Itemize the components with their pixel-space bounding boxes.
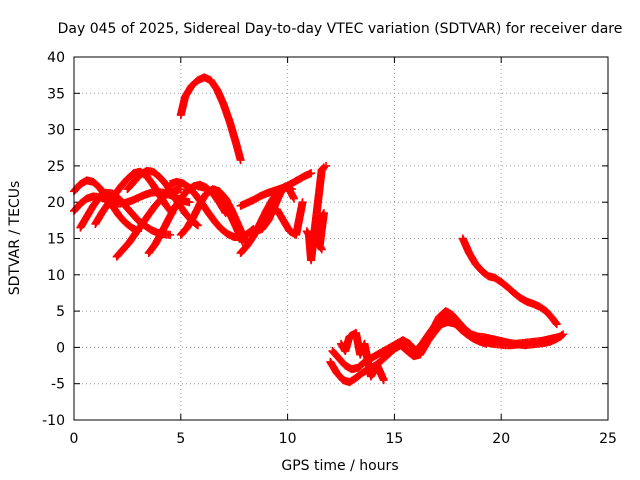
y-tick-label: 0 — [56, 340, 65, 356]
series-frag-3 — [337, 328, 388, 385]
data-point — [551, 319, 560, 328]
data-points — [70, 73, 568, 387]
plot-frame — [73, 56, 609, 421]
series-arc-n — [272, 198, 307, 239]
series-arc-f — [112, 185, 185, 261]
data-point — [290, 194, 299, 203]
data-point — [379, 376, 388, 385]
data-point — [317, 245, 326, 254]
data-point — [185, 198, 194, 207]
data-point — [192, 220, 201, 229]
data-point — [193, 221, 202, 230]
y-axis-label: SDTVAR / TECUs — [7, 181, 23, 296]
x-tick-label: 0 — [70, 431, 79, 447]
tick-labels: 0 5 10 15 20 25 -10 -5 0 5 10 15 20 25 30 35 40 — [42, 50, 617, 447]
data-point — [166, 230, 175, 239]
series-arc-m — [251, 182, 299, 236]
y-tick-label: -5 — [51, 377, 65, 393]
series-arc-r — [411, 317, 568, 356]
x-tick-label: 15 — [385, 431, 403, 447]
y-tick-label: 15 — [47, 232, 65, 248]
data-point — [557, 331, 566, 340]
x-tick-label: 20 — [492, 431, 510, 447]
data-point — [307, 169, 316, 178]
y-tick-label: 5 — [56, 304, 65, 320]
series-arc-j — [193, 182, 247, 247]
y-tick-label: 25 — [47, 159, 65, 175]
series-arc-high — [176, 73, 245, 165]
series-arc-q — [458, 234, 561, 329]
x-axis-label: GPS time / hours — [281, 458, 398, 474]
data-point — [552, 320, 561, 329]
y-tick-label: 30 — [47, 123, 65, 139]
series-frag-2 — [315, 209, 328, 254]
data-point — [236, 156, 245, 165]
y-tick-label: 20 — [47, 195, 65, 211]
x-tick-label: 5 — [176, 431, 185, 447]
y-tick-label: -10 — [42, 413, 65, 429]
x-tick-label: 10 — [279, 431, 297, 447]
y-tick-label: 40 — [47, 50, 65, 66]
data-point — [238, 238, 247, 247]
series-frag-1 — [302, 161, 331, 265]
data-point — [322, 161, 331, 170]
chart-title: Day 045 of 2025, Sidereal Day-to-day VTE… — [58, 21, 623, 37]
y-tick-label: 10 — [47, 268, 65, 284]
data-point — [559, 330, 568, 339]
x-tick-label: 25 — [599, 431, 617, 447]
y-tick-label: 35 — [47, 86, 65, 102]
data-point — [298, 198, 307, 207]
